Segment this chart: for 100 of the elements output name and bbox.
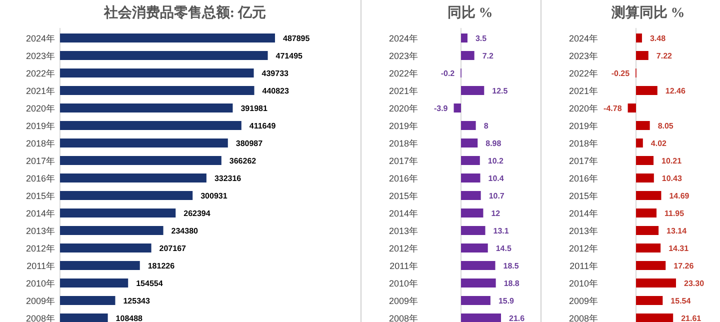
data-label: 18.5 [503, 262, 520, 270]
y-tick-label: 2011年 [390, 261, 418, 271]
y-tick-label: 2023年 [568, 51, 598, 61]
data-label: 366262 [229, 156, 257, 166]
y-tick-label: 2012年 [388, 244, 418, 254]
data-label: 3.48 [650, 34, 666, 43]
y-tick-label: 2022年 [26, 68, 55, 78]
y-tick-label: 2019年 [568, 121, 598, 131]
data-label: -4.78 [604, 104, 622, 113]
data-label: 439733 [262, 69, 290, 78]
y-tick-label: 2014年 [388, 208, 418, 218]
data-label: 3.5 [475, 34, 488, 43]
data-label: 7.2 [482, 52, 494, 60]
data-label: 10.4 [488, 174, 504, 183]
data-label: 108488 [116, 314, 144, 322]
data-label: 234380 [171, 226, 199, 236]
data-label: 487895 [283, 34, 310, 43]
y-tick-label: 2020年 [26, 104, 55, 114]
y-tick-label: 2016年 [26, 174, 55, 184]
y-tick-label: 2024年 [388, 34, 418, 44]
y-tick-label: 2022年 [568, 68, 598, 78]
y-tick-label: 2018年 [26, 138, 55, 148]
data-label: 4.02 [650, 139, 668, 148]
data-label: -3.9 [434, 104, 448, 113]
y-tick-label: 2022年 [388, 68, 418, 78]
y-tick-label: 2024年 [568, 34, 598, 44]
data-label: 10.43 [662, 174, 682, 183]
y-tick-label: 2009年 [388, 296, 418, 306]
data-label: 471495 [276, 52, 304, 60]
data-label: 300931 [200, 192, 228, 200]
y-tick-label: 2021年 [26, 86, 55, 96]
data-label: -0.2 [440, 69, 456, 78]
y-tick-label: 2016年 [568, 174, 598, 184]
data-label: 411649 [249, 122, 276, 130]
y-tick-label: 2017年 [26, 156, 55, 166]
y-tick-label: 2024年 [26, 34, 55, 44]
data-label: -0.25 [611, 69, 630, 78]
y-tick-label: 2010年 [568, 278, 598, 288]
y-tick-label: 2009年 [568, 296, 598, 306]
y-tick-label: 2010年 [26, 278, 55, 288]
data-label: 10.7 [488, 192, 505, 200]
y-tick-label: 2019年 [26, 121, 55, 131]
y-tick-label: 2014年 [26, 208, 55, 218]
data-label: 125343 [123, 296, 150, 306]
data-label: 17.26 [674, 262, 694, 270]
data-label: 12.5 [492, 86, 508, 96]
y-tick-label: 2013年 [568, 226, 598, 236]
data-label: 23.30 [684, 279, 705, 288]
y-tick-label: 2023年 [26, 51, 55, 61]
y-tick-label: 2010年 [388, 278, 418, 288]
data-label: 8.98 [486, 139, 502, 148]
y-tick-label: 2015年 [26, 191, 55, 201]
y-tick-label: 2021年 [388, 86, 418, 96]
y-tick-label: 2009年 [26, 296, 55, 306]
y-tick-label: 2018年 [388, 138, 418, 148]
data-label: 262394 [184, 209, 211, 218]
data-label: 12 [491, 209, 501, 218]
y-tick-label: 2011年 [570, 261, 598, 271]
y-tick-label: 2019年 [388, 121, 418, 131]
y-tick-label: 2017年 [388, 156, 418, 166]
data-label: 11.95 [664, 209, 685, 218]
data-label: 21.61 [681, 314, 702, 322]
y-tick-label: 2015年 [568, 191, 598, 201]
y-tick-label: 2020年 [388, 104, 418, 114]
data-label: 7.22 [656, 52, 673, 60]
y-tick-label: 2016年 [388, 174, 418, 184]
data-label: 21.6 [509, 314, 526, 322]
data-label: 8.05 [658, 122, 674, 130]
data-label: 332316 [214, 174, 242, 183]
y-tick-label: 2018年 [568, 138, 598, 148]
data-label: 12.46 [665, 86, 686, 96]
y-tick-label: 2012年 [26, 244, 55, 254]
chart-title: 社会消费品零售总额: 亿元 [102, 4, 266, 21]
data-label: 440823 [262, 86, 290, 96]
data-label: 207167 [159, 244, 187, 253]
data-label: 15.9 [498, 296, 515, 306]
chart-title: 同比 % [447, 5, 493, 21]
y-tick-label: 2021年 [568, 86, 598, 96]
y-tick-label: 2017年 [568, 156, 598, 166]
y-tick-label: 2012年 [568, 244, 598, 254]
chart-title: 测算同比 % [610, 5, 685, 21]
data-label: 8 [484, 122, 489, 130]
data-label: 13.14 [666, 226, 688, 236]
data-label: 181226 [148, 262, 176, 270]
y-tick-label: 2023年 [388, 51, 418, 61]
y-tick-label: 2013年 [26, 226, 55, 236]
data-label: 15.54 [670, 296, 692, 306]
data-label: 154554 [136, 279, 164, 288]
data-label: 14.69 [669, 192, 690, 200]
data-label: 14.31 [668, 244, 690, 253]
y-tick-label: 2014年 [568, 208, 598, 218]
y-tick-label: 2011年 [26, 261, 55, 271]
data-label: 391981 [240, 104, 268, 113]
y-tick-label: 2015年 [388, 191, 418, 201]
y-tick-label: 2013年 [388, 226, 418, 236]
y-tick-label: 2020年 [568, 104, 598, 114]
data-label: 380987 [236, 139, 264, 148]
data-label: 14.5 [496, 244, 512, 253]
data-label: 13.1 [493, 226, 510, 236]
data-label: 18.8 [504, 279, 520, 288]
